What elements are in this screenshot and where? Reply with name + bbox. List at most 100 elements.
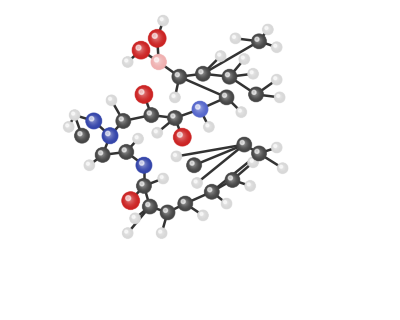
Circle shape — [275, 46, 276, 47]
Circle shape — [174, 154, 177, 157]
Circle shape — [201, 72, 203, 73]
Circle shape — [103, 129, 117, 142]
Circle shape — [146, 202, 153, 210]
Circle shape — [252, 146, 266, 161]
Circle shape — [187, 158, 202, 172]
Circle shape — [146, 109, 156, 120]
Circle shape — [263, 25, 272, 34]
Circle shape — [147, 111, 151, 115]
Circle shape — [228, 75, 229, 76]
Circle shape — [240, 110, 241, 112]
Circle shape — [224, 95, 226, 97]
Circle shape — [123, 193, 138, 208]
Circle shape — [256, 38, 260, 42]
Circle shape — [172, 94, 175, 97]
Circle shape — [130, 213, 140, 224]
Circle shape — [72, 112, 75, 115]
Circle shape — [245, 180, 256, 191]
Circle shape — [250, 88, 262, 101]
Circle shape — [255, 149, 262, 156]
Circle shape — [67, 125, 69, 127]
Circle shape — [160, 175, 166, 181]
Circle shape — [241, 56, 244, 59]
Circle shape — [123, 228, 132, 237]
Circle shape — [194, 103, 206, 115]
Circle shape — [262, 24, 273, 35]
Circle shape — [119, 116, 126, 124]
Circle shape — [250, 71, 253, 74]
Circle shape — [252, 90, 256, 94]
Circle shape — [155, 131, 158, 133]
Circle shape — [196, 181, 197, 183]
Circle shape — [228, 176, 232, 180]
Circle shape — [70, 111, 78, 119]
Circle shape — [169, 112, 180, 123]
Circle shape — [92, 119, 94, 121]
Circle shape — [104, 130, 114, 140]
Circle shape — [132, 216, 136, 220]
Circle shape — [233, 36, 237, 40]
Circle shape — [106, 95, 117, 106]
Circle shape — [179, 197, 192, 210]
Circle shape — [143, 200, 156, 213]
Circle shape — [158, 230, 164, 235]
Circle shape — [123, 57, 132, 67]
Circle shape — [192, 101, 208, 117]
Circle shape — [280, 165, 284, 170]
Circle shape — [250, 159, 255, 164]
Circle shape — [89, 116, 94, 121]
Circle shape — [84, 160, 95, 171]
Circle shape — [160, 175, 165, 180]
Circle shape — [120, 146, 132, 157]
Circle shape — [160, 205, 175, 220]
Circle shape — [78, 131, 85, 139]
Circle shape — [154, 58, 159, 62]
Circle shape — [170, 114, 178, 121]
Circle shape — [124, 229, 132, 237]
Circle shape — [191, 162, 195, 166]
Circle shape — [204, 122, 214, 132]
Circle shape — [124, 59, 130, 64]
Circle shape — [245, 180, 256, 191]
Circle shape — [274, 44, 277, 47]
Circle shape — [141, 183, 145, 187]
Circle shape — [257, 39, 259, 41]
Circle shape — [69, 110, 80, 120]
Circle shape — [151, 54, 166, 70]
Circle shape — [195, 104, 203, 112]
Circle shape — [174, 128, 191, 146]
Circle shape — [152, 33, 157, 38]
Circle shape — [158, 15, 168, 26]
Circle shape — [252, 35, 265, 48]
Circle shape — [120, 145, 132, 158]
Circle shape — [219, 54, 220, 56]
Circle shape — [173, 70, 186, 83]
Circle shape — [172, 152, 180, 160]
Circle shape — [164, 208, 168, 212]
Circle shape — [188, 159, 200, 172]
Circle shape — [196, 67, 209, 80]
Circle shape — [225, 202, 226, 203]
Circle shape — [278, 95, 280, 98]
Circle shape — [228, 176, 236, 183]
Circle shape — [140, 161, 144, 165]
Circle shape — [118, 115, 128, 126]
Circle shape — [190, 162, 196, 167]
Circle shape — [86, 162, 92, 168]
Circle shape — [172, 152, 181, 161]
Circle shape — [66, 124, 70, 128]
Circle shape — [86, 162, 92, 167]
Circle shape — [142, 199, 157, 214]
Circle shape — [137, 158, 151, 172]
Circle shape — [77, 131, 86, 140]
Circle shape — [246, 182, 254, 189]
Circle shape — [148, 111, 153, 117]
Circle shape — [72, 113, 75, 116]
Circle shape — [218, 53, 222, 57]
Circle shape — [192, 178, 202, 188]
Circle shape — [136, 45, 141, 50]
Circle shape — [281, 167, 282, 168]
Circle shape — [142, 184, 144, 186]
Circle shape — [255, 149, 259, 153]
Circle shape — [105, 131, 113, 139]
